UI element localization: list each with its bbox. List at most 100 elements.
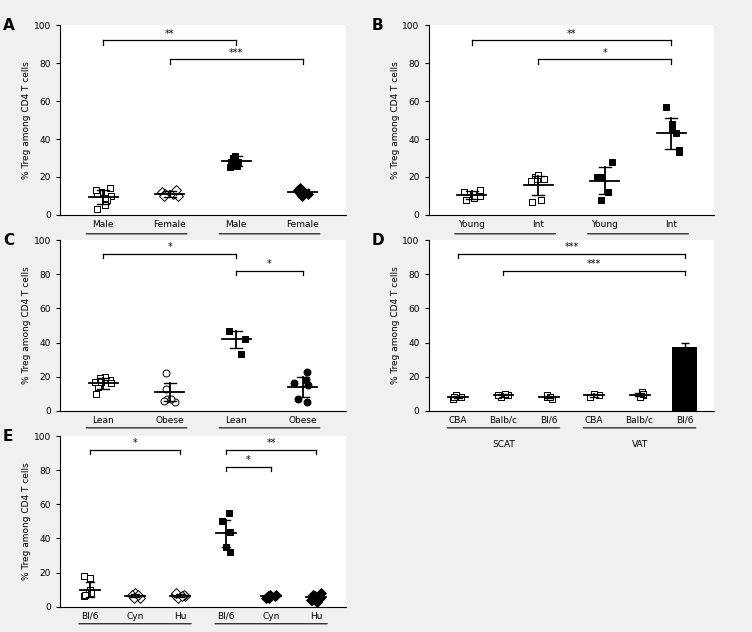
- Text: *: *: [602, 47, 607, 58]
- Text: A: A: [3, 18, 15, 33]
- Point: [302, 367, 314, 377]
- Point: [105, 191, 117, 201]
- Y-axis label: % Treg among CD4 T cells: % Treg among CD4 T cells: [22, 267, 31, 384]
- Point: [172, 593, 184, 603]
- Point: [541, 392, 553, 402]
- Point: [606, 157, 618, 167]
- Point: [268, 592, 280, 602]
- Point: [126, 590, 138, 600]
- Text: D: D: [371, 233, 384, 248]
- Point: [160, 384, 172, 394]
- Text: SCAT: SCAT: [126, 440, 148, 449]
- Text: VAT: VAT: [630, 247, 646, 256]
- Point: [158, 396, 170, 406]
- Point: [127, 592, 139, 602]
- Point: [292, 185, 304, 195]
- Y-axis label: % Treg among CD4 T cells: % Treg among CD4 T cells: [390, 61, 399, 179]
- Point: [96, 187, 108, 197]
- Text: B: B: [371, 18, 383, 33]
- Point: [94, 374, 106, 384]
- Point: [224, 162, 236, 173]
- Point: [263, 593, 275, 603]
- Point: [129, 588, 141, 598]
- Point: [169, 398, 181, 408]
- Point: [595, 195, 607, 205]
- Point: [104, 183, 116, 193]
- Point: [300, 375, 312, 385]
- Point: [474, 185, 486, 195]
- Point: [105, 379, 117, 389]
- Point: [670, 128, 682, 138]
- Point: [637, 389, 649, 399]
- Point: [172, 191, 184, 201]
- Point: [499, 389, 511, 399]
- Point: [176, 592, 188, 602]
- Point: [159, 191, 171, 201]
- Point: [307, 590, 319, 600]
- Point: [160, 368, 172, 379]
- Point: [227, 155, 239, 165]
- Point: [666, 125, 678, 135]
- Point: [216, 516, 228, 526]
- Text: C: C: [3, 233, 14, 248]
- Point: [105, 375, 117, 385]
- Point: [223, 508, 235, 518]
- Text: SCAT: SCAT: [494, 247, 517, 256]
- Point: [596, 172, 608, 182]
- Point: [78, 571, 90, 581]
- Point: [474, 191, 486, 201]
- Point: [529, 172, 541, 182]
- Point: [673, 145, 685, 155]
- Point: [468, 193, 480, 203]
- Y-axis label: % Treg among CD4 T cells: % Treg among CD4 T cells: [390, 267, 399, 384]
- Point: [447, 392, 459, 402]
- Point: [305, 595, 317, 605]
- Point: [92, 382, 104, 392]
- Point: [226, 153, 238, 163]
- Point: [85, 588, 97, 598]
- Point: [79, 590, 91, 600]
- Point: [535, 195, 547, 205]
- Point: [588, 389, 600, 399]
- Point: [297, 187, 309, 197]
- Point: [314, 588, 326, 598]
- Point: [235, 349, 247, 360]
- Text: VAT: VAT: [262, 440, 277, 449]
- Point: [83, 573, 96, 583]
- Point: [538, 174, 550, 184]
- Point: [450, 391, 462, 401]
- Point: [165, 394, 177, 404]
- Text: E: E: [3, 429, 14, 444]
- Point: [162, 394, 174, 404]
- Point: [220, 542, 232, 552]
- Point: [584, 392, 596, 402]
- Point: [590, 172, 602, 182]
- Point: [637, 391, 649, 401]
- Text: *: *: [132, 438, 138, 448]
- Point: [306, 595, 318, 605]
- Point: [223, 325, 235, 336]
- Point: [156, 187, 168, 197]
- Point: [468, 189, 480, 199]
- Y-axis label: % Treg among CD4 T cells: % Treg among CD4 T cells: [22, 463, 31, 580]
- Text: **: **: [567, 28, 576, 39]
- Point: [171, 588, 183, 598]
- Text: **: **: [266, 438, 276, 448]
- Point: [159, 189, 171, 199]
- Point: [496, 392, 508, 402]
- Point: [532, 170, 544, 180]
- Point: [531, 174, 543, 184]
- Point: [458, 187, 470, 197]
- Text: SCAT: SCAT: [492, 440, 515, 449]
- Point: [92, 204, 104, 214]
- Point: [493, 391, 505, 401]
- Point: [224, 526, 236, 537]
- Point: [134, 593, 146, 603]
- Point: [224, 547, 236, 557]
- Point: [102, 195, 114, 205]
- Point: [178, 590, 190, 600]
- Point: [90, 389, 102, 399]
- Point: [171, 592, 183, 602]
- Point: [455, 392, 467, 402]
- Point: [502, 391, 514, 401]
